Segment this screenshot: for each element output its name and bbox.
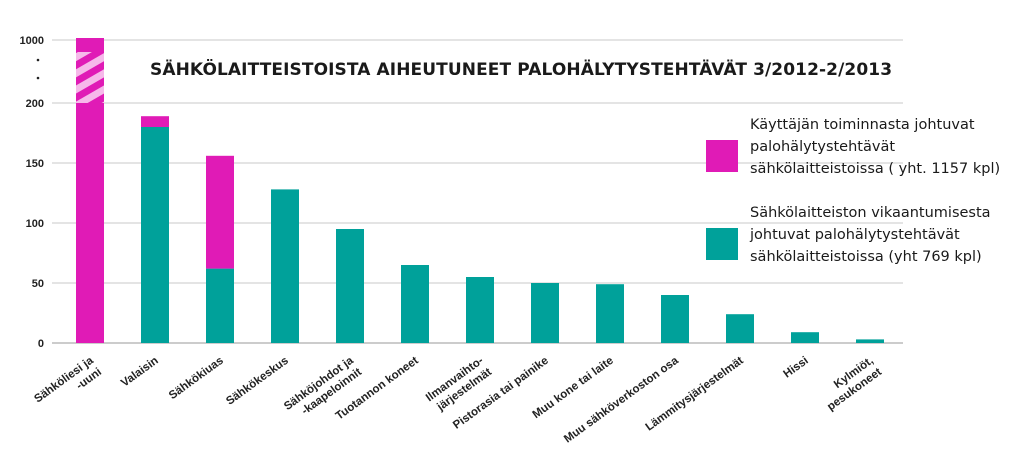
gridlines xyxy=(52,39,903,284)
bar-8-equipment-failure xyxy=(531,283,559,343)
legend-label-user-action: Käyttäjän toiminnasta johtuvat palohälyt… xyxy=(750,117,1001,177)
y-tick-100: 100 xyxy=(26,218,44,230)
bar-1-user-action xyxy=(76,38,104,343)
legend-swatch-user-action xyxy=(706,140,738,172)
x-label-2: Valaisin xyxy=(119,355,161,390)
legend-swatch-equipment-failure xyxy=(706,228,738,260)
bar-3-user-action xyxy=(206,155,234,269)
bar-segment-lower xyxy=(76,103,104,343)
bar-3-equipment-failure xyxy=(206,268,234,343)
x-category-labels: Sähköliesi ja-uuni Valaisin SähkökiuasSähk… xyxy=(32,354,884,445)
legend-item-equipment-failure: Sähkölaitteiston vikaantumisesta johtuva… xyxy=(706,202,1020,268)
bar-break-hatch xyxy=(76,52,104,103)
x-label-4: Sähkökeskus xyxy=(224,355,291,408)
bars xyxy=(76,38,884,343)
x-label-10-line-1: Muu sähköverkoston osa xyxy=(562,354,681,445)
chart-title: SÄHKÖLAITTEISTOISTA AIHEUTUNEET PALOHÄLY… xyxy=(150,60,893,80)
bar-13-equipment-failure xyxy=(856,339,884,343)
y-tick-0: 0 xyxy=(38,338,44,350)
bar-segment-cap xyxy=(76,38,104,52)
x-label-12-line-1: Hissi xyxy=(781,355,810,381)
y-tick-1000: 1000 xyxy=(20,35,44,47)
x-label-10: Muu sähköverkoston osa xyxy=(562,354,681,445)
axis-break-dot-2 xyxy=(36,76,40,80)
y-tick-labels: 0 50 100 150 200 1000 xyxy=(20,35,44,350)
bar-11-equipment-failure xyxy=(726,314,754,343)
x-label-3: Sähkökiuas xyxy=(167,355,226,402)
bar-12-equipment-failure xyxy=(791,332,819,343)
bar-9-equipment-failure xyxy=(596,284,624,343)
x-label-13: Kylmiöt,pesukoneet xyxy=(817,355,884,414)
bar-7-equipment-failure xyxy=(466,277,494,343)
y-tick-150: 150 xyxy=(26,158,44,170)
x-label-2-line-1: Valaisin xyxy=(119,355,161,390)
x-label-3-line-1: Sähkökiuas xyxy=(167,355,226,402)
legend-label-equipment-failure: Sähkölaitteiston vikaantumisesta johtuva… xyxy=(750,205,991,265)
legend-item-user-action: Käyttäjän toiminnasta johtuvat palohälyt… xyxy=(706,114,1020,180)
bar-6-equipment-failure xyxy=(401,265,429,343)
axis-break-dot-1 xyxy=(36,58,40,62)
x-label-12: Hissi xyxy=(781,355,810,381)
x-label-4-line-1: Sähkökeskus xyxy=(224,355,291,408)
bar-2-user-action xyxy=(141,116,169,127)
bar-5-equipment-failure xyxy=(336,229,364,343)
y-tick-200: 200 xyxy=(26,98,44,110)
bar-10-equipment-failure xyxy=(661,295,689,343)
x-label-1: Sähköliesi ja-uuni xyxy=(32,354,104,416)
bar-2-equipment-failure xyxy=(141,127,169,343)
y-tick-50: 50 xyxy=(32,278,44,290)
bar-4-equipment-failure xyxy=(271,189,299,343)
